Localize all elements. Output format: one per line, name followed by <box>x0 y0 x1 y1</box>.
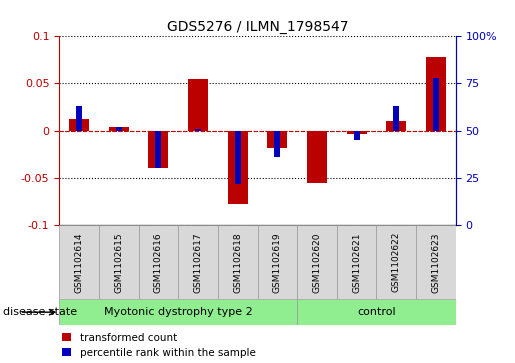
Text: GSM1102623: GSM1102623 <box>432 232 440 293</box>
Bar <box>307 131 327 183</box>
Bar <box>376 225 416 299</box>
Text: GSM1102616: GSM1102616 <box>154 232 163 293</box>
Bar <box>347 131 367 134</box>
Bar <box>99 225 139 299</box>
Bar <box>426 57 446 131</box>
Bar <box>69 119 89 131</box>
Bar <box>59 225 99 299</box>
Bar <box>433 78 439 131</box>
Text: GSM1102621: GSM1102621 <box>352 232 361 293</box>
Bar <box>354 131 359 140</box>
Bar <box>218 225 258 299</box>
Bar <box>228 131 248 204</box>
Legend: transformed count, percentile rank within the sample: transformed count, percentile rank withi… <box>62 333 255 358</box>
Text: GSM1102618: GSM1102618 <box>233 232 242 293</box>
Bar <box>267 131 287 148</box>
Bar <box>258 225 297 299</box>
Title: GDS5276 / ILMN_1798547: GDS5276 / ILMN_1798547 <box>167 20 348 34</box>
Text: GSM1102614: GSM1102614 <box>75 232 83 293</box>
Bar <box>59 299 297 325</box>
Bar <box>178 225 218 299</box>
Bar <box>148 131 168 168</box>
Bar <box>188 79 208 131</box>
Bar <box>386 121 406 131</box>
Bar <box>297 225 337 299</box>
Bar <box>195 129 201 131</box>
Bar <box>235 131 241 184</box>
Bar <box>139 225 178 299</box>
Bar <box>274 131 280 157</box>
Bar <box>416 225 456 299</box>
Text: GSM1102620: GSM1102620 <box>313 232 321 293</box>
Text: GSM1102615: GSM1102615 <box>114 232 123 293</box>
Text: disease state: disease state <box>3 307 77 317</box>
Text: GSM1102619: GSM1102619 <box>273 232 282 293</box>
Bar <box>156 131 161 168</box>
Bar <box>76 106 82 131</box>
Bar <box>297 299 456 325</box>
Bar <box>109 127 129 131</box>
Text: GSM1102617: GSM1102617 <box>194 232 202 293</box>
Text: GSM1102622: GSM1102622 <box>392 232 401 293</box>
Bar <box>337 225 376 299</box>
Text: control: control <box>357 307 396 317</box>
Bar <box>393 106 399 131</box>
Bar <box>116 127 122 131</box>
Text: Myotonic dystrophy type 2: Myotonic dystrophy type 2 <box>104 307 252 317</box>
